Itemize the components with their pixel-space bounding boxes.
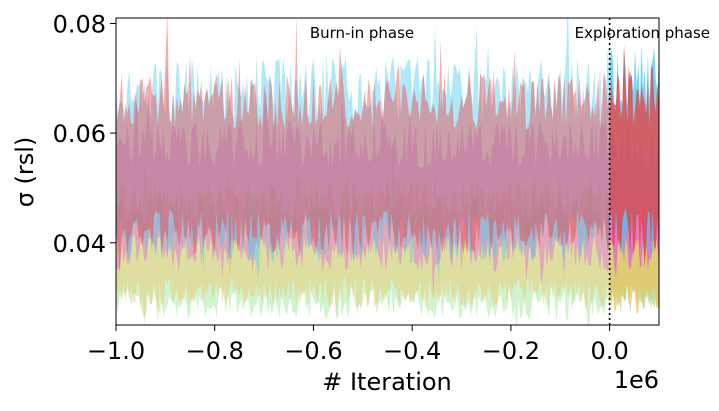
x-tick-label: −1.0 <box>87 337 145 365</box>
y-axis-ticks: 0.04 0.06 0.08 <box>53 10 116 258</box>
annotation-burnin: Burn-in phase <box>310 24 414 42</box>
series-0-burnin-band <box>116 147 610 325</box>
y-tick-label: 0.04 <box>53 230 106 258</box>
series-4-explore-band <box>609 43 659 269</box>
y-axis-label: σ (rsl) <box>11 137 39 208</box>
x-tick-label: −0.2 <box>482 337 540 365</box>
x-tick-label: −0.8 <box>186 337 244 365</box>
x-tick-label: −0.6 <box>284 337 342 365</box>
plot-area <box>116 18 659 325</box>
x-axis-multiplier: 1e6 <box>614 366 659 394</box>
plot-frame <box>115 17 660 326</box>
series-2-burnin-band <box>116 90 610 297</box>
y-tick-label: 0.08 <box>53 10 106 38</box>
series-4 <box>116 18 659 276</box>
x-axis-ticks: −1.0 −0.8 −0.6 −0.4 −0.2 0.0 <box>87 325 629 365</box>
series-3-burnin-band <box>116 18 610 284</box>
x-tick-label: 0.0 <box>591 337 629 365</box>
annotation-exploration: Exploration phase <box>575 24 710 42</box>
x-axis-label: # Iteration <box>322 368 452 396</box>
series-1-burnin-band <box>116 157 610 325</box>
series-4-burnin-band <box>116 18 610 276</box>
x-tick-label: −0.4 <box>383 337 441 365</box>
y-tick-label: 0.06 <box>53 120 106 148</box>
